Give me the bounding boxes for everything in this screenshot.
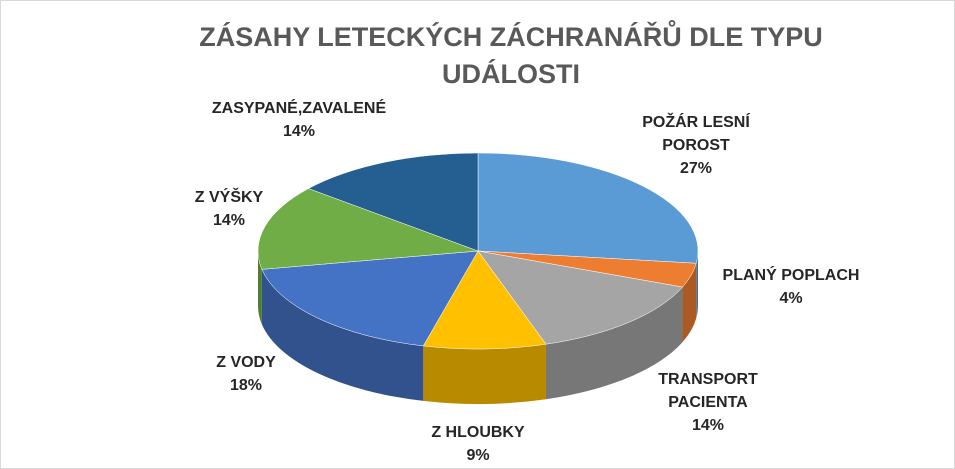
value-label: 27% — [679, 160, 713, 177]
data-label: TRANSPORT PACIENTA 14% — [648, 368, 768, 437]
data-label: Z VÝŠKY 14% — [169, 186, 289, 232]
value-label: 14% — [282, 123, 316, 140]
slice-side — [258, 251, 262, 325]
slice-side — [545, 287, 683, 400]
category-label: PLANÝ POPLACH — [722, 267, 860, 284]
slice-side — [261, 269, 424, 401]
value-label: 14% — [212, 212, 246, 229]
category-label: POŽÁR LESNÍ POROST — [642, 114, 750, 154]
slice — [477, 152, 699, 264]
data-label: PLANÝ POPLACH 4% — [706, 264, 876, 310]
data-label: ZASYPANÉ,ZAVALENÉ 14% — [194, 97, 404, 143]
slice — [307, 152, 479, 252]
data-label: Z HLOUBKY 9% — [408, 421, 548, 467]
value-label: 14% — [691, 417, 725, 434]
value-label: 4% — [779, 290, 803, 307]
category-label: Z VÝŠKY — [194, 189, 264, 206]
category-label: Z HLOUBKY — [431, 424, 525, 441]
slice — [257, 188, 479, 270]
category-label: TRANSPORT PACIENTA — [658, 371, 758, 411]
chart-title: ZÁSAHY LETECKÝCH ZÁCHRANÁŘŮ DLE TYPU UDÁ… — [199, 22, 823, 89]
slice-side — [696, 251, 698, 319]
slice — [422, 250, 547, 350]
data-label: Z VODY 18% — [186, 351, 306, 397]
category-label: Z VODY — [216, 354, 276, 371]
value-label: 18% — [229, 377, 263, 394]
data-label: POŽÁR LESNÍ POROST 27% — [631, 111, 761, 180]
slice — [261, 250, 479, 347]
category-label: ZASYPANÉ,ZAVALENÉ — [211, 100, 387, 117]
value-label: 9% — [466, 447, 490, 464]
slice-side — [423, 344, 546, 404]
